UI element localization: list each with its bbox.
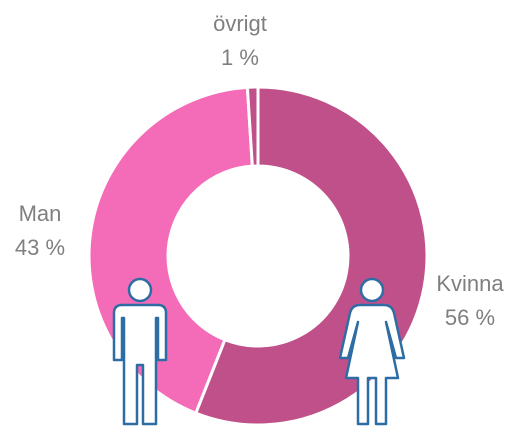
labels: Kvinna 56 % Man 43 % övrigt 1 % (15, 11, 504, 330)
man-icon (112, 277, 168, 426)
value-label: 56 % (445, 305, 495, 330)
slice (245, 85, 260, 168)
category-label: Man (19, 201, 62, 226)
woman-icon (338, 277, 406, 426)
category-label: Kvinna (436, 271, 504, 296)
category-label: övrigt (213, 11, 267, 36)
value-label: 1 % (221, 45, 259, 70)
value-label: 43 % (15, 235, 65, 260)
